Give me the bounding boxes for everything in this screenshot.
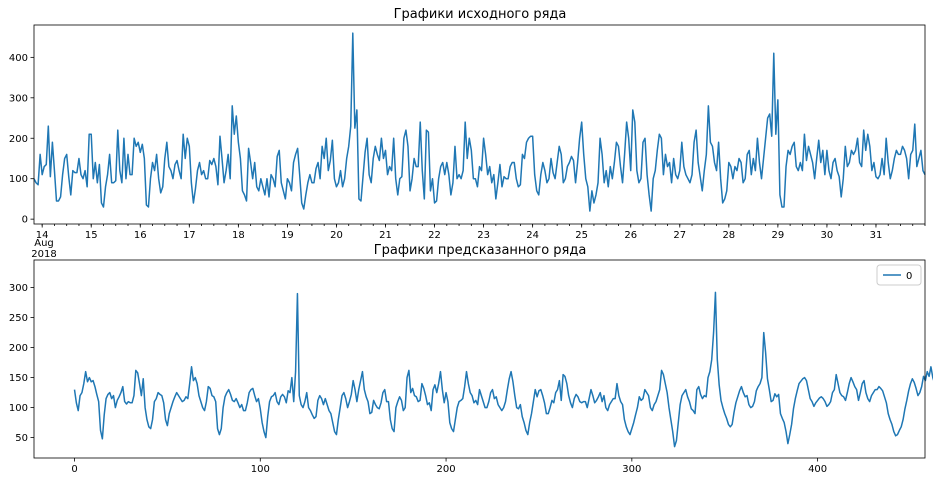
y-tick-label: 300 — [9, 93, 28, 104]
y-tick-label: 100 — [9, 403, 28, 414]
x-tick-label: 30 — [821, 230, 834, 241]
x-tick-label: 15 — [85, 230, 98, 241]
y-tick-label: 300 — [9, 283, 28, 294]
x-tick-label: 200 — [437, 464, 456, 475]
x-axis: 0 100 200 300 400 — [71, 458, 827, 475]
x-tick-label: 20 — [330, 230, 343, 241]
x-tick-label: 21 — [379, 230, 392, 241]
y-axis: 0 100 200 300 400 — [9, 53, 34, 226]
x-tick-label: 17 — [183, 230, 196, 241]
y-tick-label: 250 — [9, 313, 28, 324]
y-tick-label: 150 — [9, 373, 28, 384]
x-tick-label: 25 — [575, 230, 588, 241]
y-tick-label: 400 — [9, 53, 28, 64]
series-line — [73, 291, 933, 448]
x-tick-label: 22 — [428, 230, 441, 241]
x-tick-label: 400 — [808, 464, 827, 475]
x-tick-label: 100 — [251, 464, 270, 475]
y-tick-label: 200 — [9, 134, 28, 145]
x-tick-label: 16 — [134, 230, 147, 241]
y-tick-label: 50 — [15, 433, 28, 444]
y-tick-label: 0 — [22, 215, 28, 226]
y-axis: 50 100 150 200 250 300 — [9, 283, 34, 444]
x-tick-label: 300 — [622, 464, 641, 475]
x-tick-label: 27 — [673, 230, 686, 241]
x-tick-label: 29 — [771, 230, 784, 241]
x-tick-label: 0 — [71, 464, 77, 475]
predicted-series-chart: Графики предсказанного ряда 50 100 150 200 2… — [9, 243, 933, 475]
x-tick-label: 23 — [477, 230, 490, 241]
legend-label: 0 — [906, 271, 912, 282]
plot-frame — [33, 259, 926, 459]
plot-frame — [33, 24, 926, 225]
x-tick-label: 24 — [526, 230, 539, 241]
x-tick-label: 31 — [870, 230, 883, 241]
x-axis-year-label: 2018 — [31, 249, 56, 260]
series-line — [33, 32, 926, 212]
x-tick-label: 19 — [281, 230, 294, 241]
legend: 0 — [876, 264, 922, 286]
x-tick-label: 14 — [36, 230, 49, 241]
x-tick-label: 26 — [624, 230, 637, 241]
y-tick-label: 100 — [9, 174, 28, 185]
x-axis-month-label: Aug — [34, 238, 54, 249]
x-tick-label: 18 — [232, 230, 245, 241]
chart-title: Графики предсказанного ряда — [374, 243, 587, 258]
x-axis: 14 15 16 17 18 19 20 21 22 23 24 25 26 27 28 29 30 31 — [36, 224, 926, 241]
chart-title: Графики исходного ряда — [394, 7, 567, 22]
y-tick-label: 200 — [9, 343, 28, 354]
x-tick-label: 28 — [722, 230, 735, 241]
